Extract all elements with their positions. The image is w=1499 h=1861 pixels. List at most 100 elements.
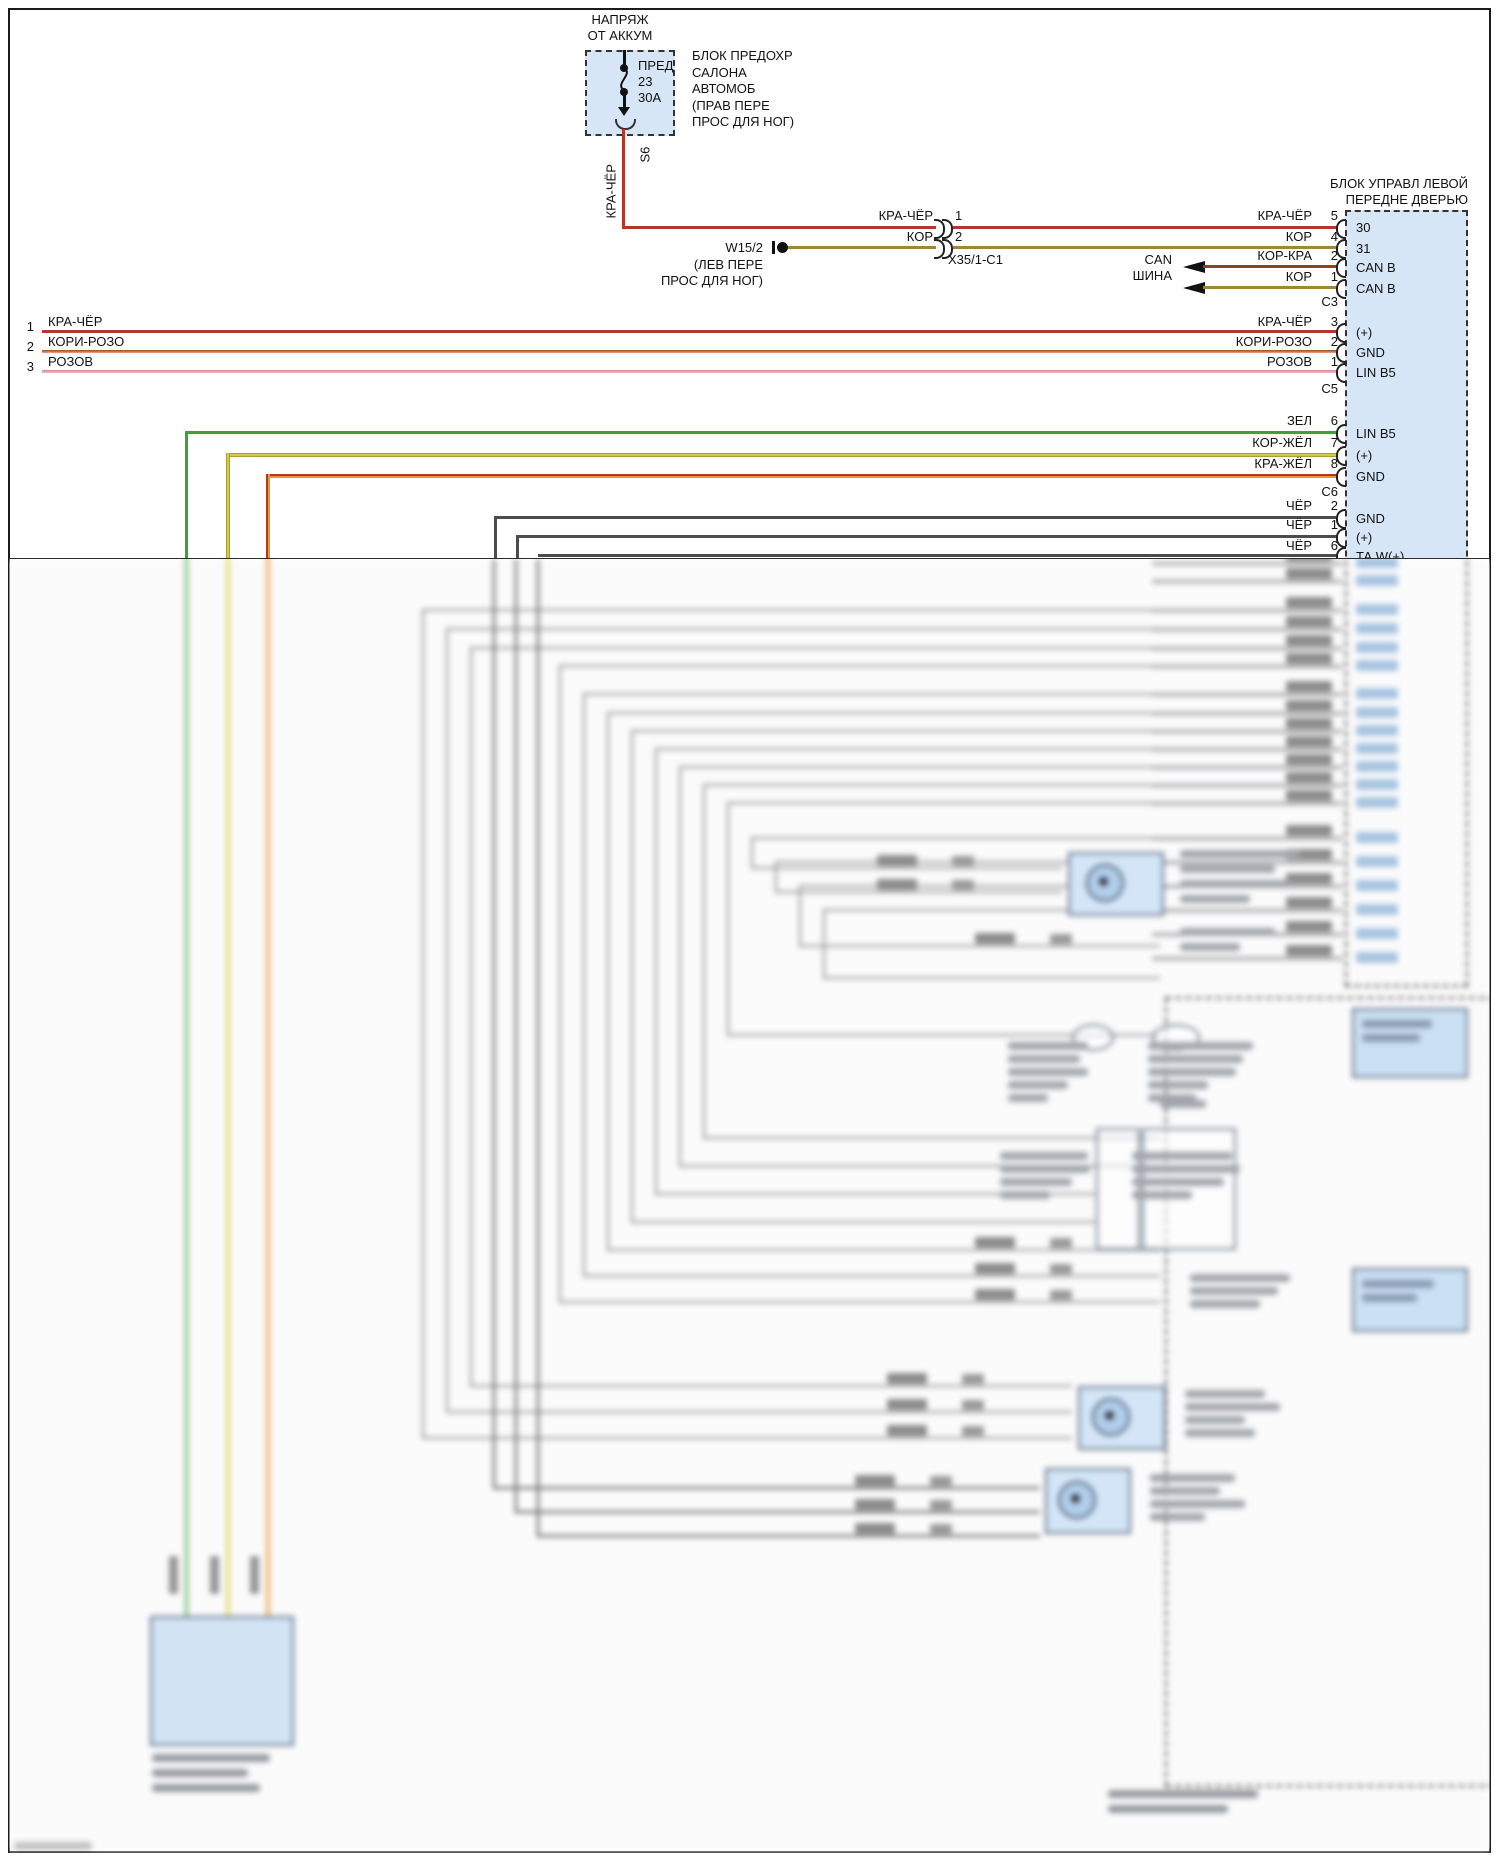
blurred-wire-label <box>1286 568 1332 579</box>
blurred-stub-wire <box>1152 957 1342 960</box>
can-bus-label-line2: ШИНА <box>1132 268 1172 283</box>
blurred-stub-wire <box>1152 837 1342 840</box>
ext-circuit-2: 2 <box>26 339 34 354</box>
pin-arc-icon <box>1336 343 1346 363</box>
blurred-wire-label <box>1286 653 1332 664</box>
blurred-pin-label <box>1356 642 1398 653</box>
blurred-text <box>1180 928 1275 936</box>
ground-loc-line1: (ЛЕВ ПЕРЕ <box>693 257 763 272</box>
signal-30: 30 <box>1356 220 1371 235</box>
blurred-text <box>152 1769 248 1777</box>
blurred-text <box>1150 1487 1220 1495</box>
blurred-pin-label <box>1356 832 1398 843</box>
blurred-text <box>1000 1178 1072 1186</box>
blurred-connector-label <box>952 856 974 866</box>
pin-arc-icon <box>1336 323 1346 343</box>
battery-feed-label-line1: НАПРЯЖ <box>591 12 649 27</box>
pin-arc-icon <box>1336 446 1346 466</box>
blurred-pin-label <box>1356 743 1398 754</box>
connector-group-c3: C3 <box>1321 294 1338 309</box>
blurred-pin-label <box>1356 575 1398 586</box>
signal-31: 31 <box>1356 241 1371 256</box>
blurred-pin-label <box>1356 880 1398 891</box>
ground-dot-icon <box>777 242 788 253</box>
pin-3: 3 <box>1330 314 1338 329</box>
blurred-connector-label <box>962 1400 984 1410</box>
blurred-wire-label <box>1286 945 1332 956</box>
pin-6: 6 <box>1330 413 1338 428</box>
blurred-pin-label <box>1356 660 1398 671</box>
wire-kor-h1 <box>788 246 936 249</box>
signal-plus-2: (+) <box>1356 448 1373 463</box>
motor-shaft-icon <box>1105 1411 1114 1420</box>
blurred-stub-wire <box>1152 748 1342 751</box>
pin-2: 2 <box>1330 248 1338 263</box>
signal-plus-1: (+) <box>1356 325 1373 340</box>
blurred-stub-wire <box>1152 628 1342 631</box>
wire-label-kor-can: КОР <box>1285 269 1312 284</box>
blurred-stub-wire <box>1152 766 1342 769</box>
wire-korzhel-v <box>226 453 230 559</box>
blurred-wire-label <box>1286 616 1332 627</box>
pin-7: 7 <box>1330 435 1338 450</box>
blurred-wire-label <box>1286 681 1332 692</box>
wire-label-korzhel: КОР-ЖЁЛ <box>1252 435 1312 450</box>
blurred-lower-module <box>1165 997 1490 1787</box>
wire-label-kor-mid: КОР <box>906 229 933 244</box>
pin-2b: 2 <box>1330 334 1338 349</box>
blurred-text <box>1190 1287 1278 1295</box>
signal-linb5-2: LIN B5 <box>1356 426 1396 441</box>
blurred-text <box>1000 1191 1050 1199</box>
pin-arc-icon <box>1336 467 1346 487</box>
blurred-text <box>1148 1055 1243 1063</box>
blurred-connector-label <box>930 1500 952 1510</box>
blurred-text <box>1185 1429 1255 1437</box>
blurred-rotated-wire-label <box>210 1556 219 1594</box>
blurred-text <box>1180 943 1240 951</box>
wire-label-zel: ЗЕЛ <box>1286 413 1312 428</box>
ext-circuit-1: 1 <box>26 319 34 334</box>
blurred-wire-label <box>1286 754 1332 765</box>
wire-korzhel-h <box>226 453 1337 457</box>
blurred-connector-label <box>1050 1290 1072 1300</box>
blurred-stub-wire <box>1152 562 1342 565</box>
motor-icon <box>1086 864 1124 902</box>
blurred-text <box>1000 1152 1088 1160</box>
connector-arc-icon <box>934 239 945 259</box>
blurred-text <box>1185 1390 1265 1398</box>
blurred-text <box>1148 1068 1236 1076</box>
blurred-text <box>1008 1081 1068 1089</box>
blurred-text <box>1148 1042 1253 1050</box>
blurred-wire-label <box>1286 849 1332 860</box>
wire-chyor-v2 <box>516 535 519 559</box>
fusebox-desc-line1: БЛОК ПРЕДОХР <box>692 48 793 63</box>
pin-arc-icon <box>1336 547 1346 559</box>
wire-label-chyor-2: ЧЁР <box>1285 517 1312 532</box>
door-module-block <box>1345 210 1468 559</box>
ext-circuit-3: 3 <box>26 359 34 374</box>
blurred-wire-label <box>1286 897 1332 908</box>
blurred-wire-label <box>1286 635 1332 646</box>
blurred-wire-label <box>1286 736 1332 747</box>
fuse-lead-bottom <box>623 94 626 108</box>
blurred-stub-wire <box>1152 802 1342 805</box>
arrow-down-icon <box>618 107 630 116</box>
blurred-text <box>1000 1165 1090 1173</box>
pin-arc-icon <box>1336 279 1346 299</box>
blurred-pin-label <box>1356 904 1398 915</box>
signal-gnd-3: GND <box>1356 511 1385 526</box>
wire-label-krachyor-left: КРА-ЧЁР <box>48 314 103 329</box>
wire-zel-h <box>185 431 1337 434</box>
signal-gnd-1: GND <box>1356 345 1385 360</box>
blurred-pin-label <box>1356 761 1398 772</box>
blurred-connector-label <box>975 1289 1015 1300</box>
wire-zel-v <box>185 431 188 559</box>
blurred-text <box>14 1842 92 1850</box>
blurred-connector-label <box>855 1475 895 1486</box>
blurred-rotated-wire-label <box>169 1556 178 1594</box>
blurred-wire-label <box>1286 597 1332 608</box>
wire-kor-h2 <box>953 246 1337 249</box>
signal-linb5-1: LIN B5 <box>1356 365 1396 380</box>
wire-krachyor-h2 <box>953 226 1337 229</box>
